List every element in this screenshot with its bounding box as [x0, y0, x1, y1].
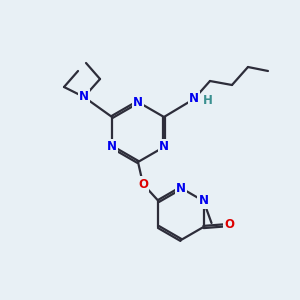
Text: N: N	[189, 92, 199, 106]
Text: N: N	[79, 91, 89, 103]
Text: N: N	[199, 194, 208, 208]
Text: N: N	[159, 140, 169, 154]
Text: O: O	[224, 218, 235, 232]
Text: N: N	[133, 95, 143, 109]
Text: N: N	[107, 140, 117, 154]
Text: H: H	[203, 94, 213, 107]
Text: O: O	[138, 178, 148, 190]
Text: N: N	[176, 182, 186, 194]
